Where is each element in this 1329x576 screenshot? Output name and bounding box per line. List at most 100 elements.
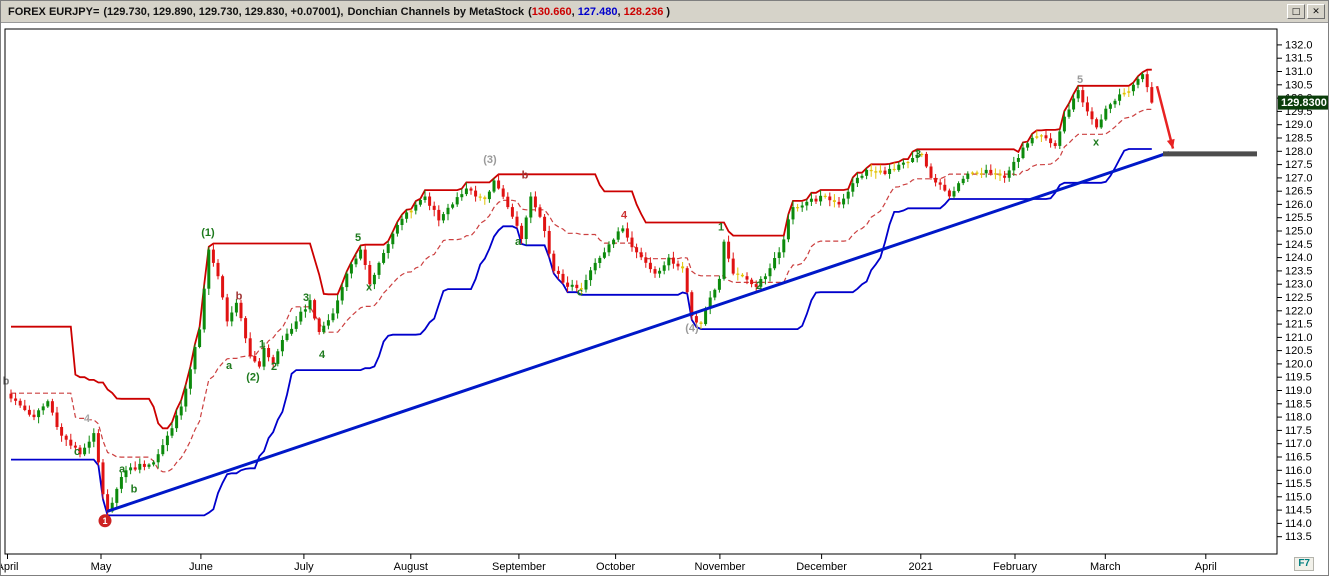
wave-label: 1 — [102, 516, 107, 526]
price-tick-label: 121.0 — [1285, 332, 1313, 344]
price-tick-label: 125.5 — [1285, 212, 1313, 224]
wave-label: b — [236, 291, 243, 303]
price-tick-label: 115.5 — [1285, 478, 1312, 490]
month-tick-label: 2021 — [909, 561, 933, 573]
wave-label: b — [3, 376, 10, 388]
maximize-button[interactable]: □ — [1287, 4, 1305, 19]
month-tick-label: October — [596, 561, 635, 573]
wave-label: a — [515, 236, 522, 248]
trend-line[interactable] — [106, 151, 1170, 513]
indicator-value: 127.480 — [577, 5, 618, 18]
wave-label: 1 — [718, 222, 724, 234]
month-tick-label: April — [1, 561, 19, 573]
price-tick-label: 122.5 — [1285, 292, 1313, 304]
indicator-value: 128.236 — [623, 5, 664, 18]
price-tick-label: 122.0 — [1285, 305, 1313, 317]
wave-label: 2 — [271, 361, 277, 373]
price-tick-label: 131.0 — [1285, 66, 1313, 78]
price-tick-label: 117.0 — [1285, 438, 1312, 450]
wave-label: (4) — [685, 323, 699, 335]
price-tick-label: 113.5 — [1285, 531, 1312, 543]
wave-label: a — [226, 360, 233, 372]
indicator-values: (130.660, 127.480, 128.236 ) — [528, 5, 671, 18]
wave-label: 4 — [621, 210, 628, 222]
month-tick-label: June — [189, 561, 213, 573]
last-price-badge: 129.8300 — [1278, 95, 1328, 110]
price-tick-label: 124.5 — [1285, 239, 1313, 251]
price-tick-label: 116.0 — [1285, 465, 1312, 477]
price-tick-label: 119.5 — [1285, 372, 1312, 384]
time-axis[interactable]: April May June July August September October No… — [0, 554, 1217, 573]
price-tick-label: 119.0 — [1285, 385, 1312, 397]
projection-arrow[interactable] — [1155, 85, 1177, 149]
price-tick-label: 130.5 — [1285, 79, 1313, 91]
price-tick-label: 126.0 — [1285, 199, 1313, 211]
price-tick-label: 123.0 — [1285, 279, 1313, 291]
price-tick-label: 131.5 — [1285, 53, 1313, 65]
donchian-mid-line — [11, 108, 1152, 473]
donchian-upper-line — [11, 68, 1152, 430]
chart-client-area[interactable]: b 4 c a b 1 (1) a b (2) 1 2 3 4 5 x (3) b a c 4 (4) 1 2 3 5 x 132.0… — [0, 23, 1328, 574]
price-tick-label: 127.0 — [1285, 172, 1313, 184]
price-tick-label: 114.0 — [1285, 518, 1312, 530]
price-tick-label: 114.5 — [1285, 505, 1312, 517]
month-tick-label: July — [294, 561, 314, 573]
close-button[interactable]: ✕ — [1307, 4, 1325, 19]
price-tick-label: 132.0 — [1285, 39, 1313, 51]
month-tick-label: December — [796, 561, 847, 573]
price-chart[interactable]: b4cab1(1)ab(2)12345x(3)bac4(4)1235x132.0… — [0, 23, 1328, 574]
wave-circle-marker — [98, 514, 112, 528]
price-tick-label: 129.0 — [1285, 119, 1313, 131]
month-tick-label: April — [1195, 561, 1217, 573]
last-price-value: 129.8300 — [1281, 97, 1327, 109]
price-tick-label: 128.0 — [1285, 146, 1313, 158]
price-tick-label: 124.0 — [1285, 252, 1313, 264]
price-tick-label: 116.5 — [1285, 452, 1312, 464]
price-tick-label: 117.5 — [1285, 425, 1312, 437]
month-tick-label: September — [492, 561, 546, 573]
price-tick-label: 120.0 — [1285, 358, 1313, 370]
candles-series — [9, 69, 1154, 516]
wave-label: 5 — [1077, 74, 1083, 86]
price-tick-label: 118.5 — [1285, 398, 1312, 410]
wave-label: (2) — [246, 372, 260, 384]
wave-label: (1) — [201, 227, 215, 239]
wave-label: 5 — [355, 232, 361, 244]
month-tick-label: August — [394, 561, 428, 573]
price-tick-label: 126.5 — [1285, 186, 1313, 198]
title-bar[interactable]: FOREX EURJPY= (129.730, 129.890, 129.730,… — [1, 1, 1328, 23]
wave-label: x — [1093, 136, 1100, 148]
wave-label: c — [74, 446, 80, 458]
symbol-label: FOREX EURJPY= — [8, 5, 100, 18]
window-title: FOREX EURJPY= (129.730, 129.890, 129.730,… — [8, 6, 1285, 18]
price-tick-label: 123.5 — [1285, 265, 1313, 277]
month-tick-label: May — [91, 561, 112, 573]
month-tick-label: February — [993, 561, 1038, 573]
plot-border — [4, 28, 1278, 555]
quote-values: (129.730, 129.890, 129.730, 129.830, +0.… — [103, 5, 344, 18]
wave-label: 1 — [259, 339, 265, 351]
price-tick-label: 127.5 — [1285, 159, 1313, 171]
wave-label: 4 — [84, 413, 91, 425]
wave-label: b — [131, 483, 138, 495]
donchian-lower-line — [11, 148, 1152, 517]
wave-label: (3) — [483, 154, 497, 166]
month-tick-label: March — [1090, 561, 1121, 573]
price-tick-label: 128.5 — [1285, 133, 1313, 145]
wave-label: a — [119, 463, 126, 475]
wave-label: b — [522, 170, 529, 182]
month-tick-label: November — [695, 561, 746, 573]
wave-label: 4 — [319, 349, 326, 361]
corner-indicator-icon: F7 — [1294, 557, 1314, 571]
price-tick-label: 125.0 — [1285, 226, 1313, 238]
price-axis[interactable]: 132.0131.5131.0130.5130.0129.5129.0128.5… — [1277, 39, 1313, 543]
price-tick-label: 121.5 — [1285, 319, 1313, 331]
wave-label: x — [366, 281, 373, 293]
wave-label: c — [577, 287, 583, 299]
indicator-value: 130.660 — [531, 5, 572, 18]
wave-label: 3 — [915, 148, 921, 160]
price-tick-label: 115.0 — [1285, 491, 1312, 503]
wave-label: 2 — [756, 280, 762, 292]
